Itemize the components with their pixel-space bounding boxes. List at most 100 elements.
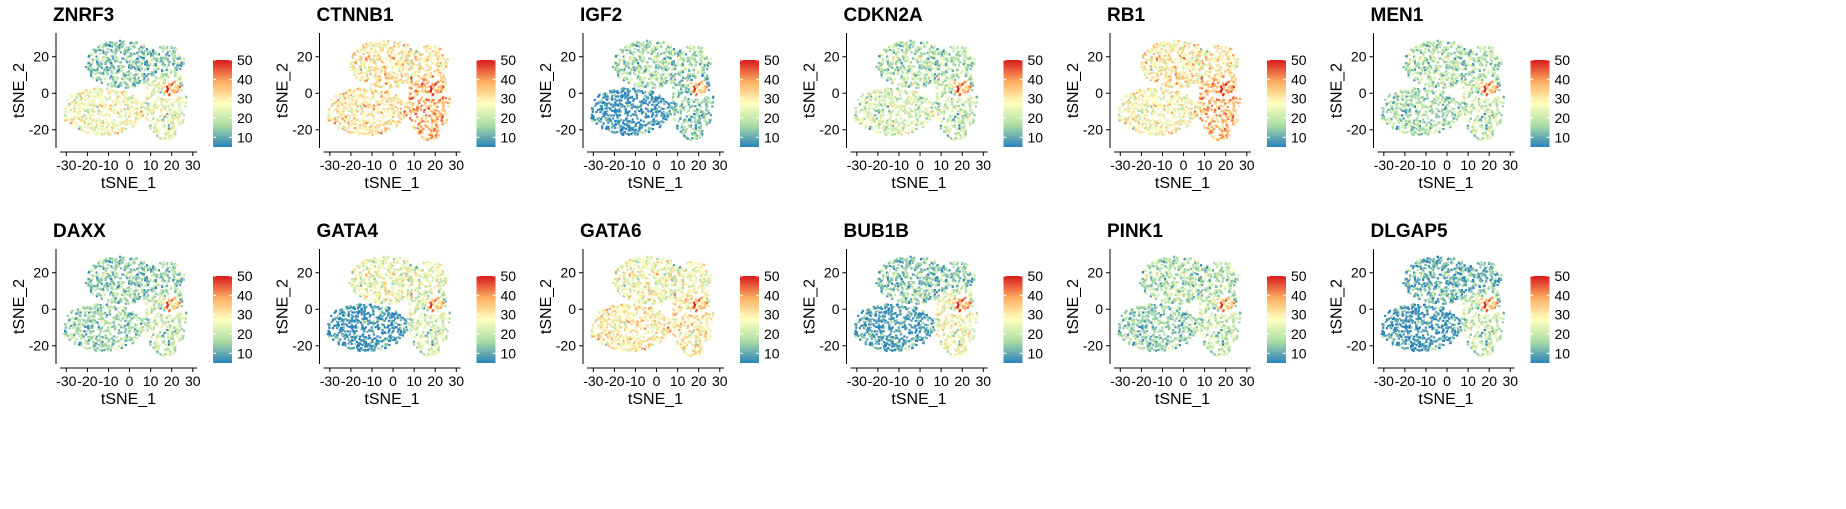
scatter-point bbox=[106, 44, 109, 47]
scatter-point bbox=[936, 110, 939, 113]
scatter-point bbox=[365, 56, 368, 59]
scatter-point bbox=[702, 87, 705, 90]
scatter-point bbox=[648, 40, 652, 43]
scatter-point bbox=[119, 61, 122, 64]
scatter-point bbox=[352, 65, 355, 69]
scatter-point bbox=[159, 137, 162, 140]
scatter-point bbox=[144, 67, 147, 71]
scatter-point bbox=[136, 65, 139, 68]
scatter-point bbox=[690, 85, 693, 88]
scatter-point bbox=[607, 114, 610, 117]
scatter-point bbox=[636, 121, 639, 124]
scatter-point bbox=[676, 108, 679, 111]
scatter-point bbox=[605, 125, 608, 128]
scatter-point bbox=[167, 135, 170, 138]
scatter-point bbox=[377, 78, 380, 82]
scatter-point bbox=[354, 98, 357, 101]
scatter-point bbox=[644, 107, 648, 110]
scatter-point bbox=[158, 87, 161, 90]
scatter-point bbox=[891, 129, 894, 132]
scatter-point bbox=[421, 53, 424, 56]
scatter-point bbox=[113, 126, 116, 129]
scatter-point bbox=[173, 86, 176, 89]
scatter-point bbox=[602, 112, 605, 116]
scatter-point bbox=[401, 63, 404, 66]
scatter-point bbox=[659, 83, 662, 86]
scatter-point bbox=[618, 58, 621, 61]
scatter-point bbox=[427, 115, 430, 118]
scatter-point bbox=[380, 95, 383, 98]
scatter-point bbox=[369, 125, 372, 128]
scatter-point bbox=[436, 89, 439, 92]
scatter-point bbox=[388, 97, 391, 100]
scatter-point bbox=[403, 106, 406, 109]
scatter-point bbox=[358, 48, 361, 52]
scatter-point bbox=[111, 78, 114, 81]
scatter-point bbox=[137, 74, 140, 78]
scatter-point bbox=[111, 76, 115, 79]
scatter-point bbox=[630, 107, 633, 110]
scatter-point bbox=[334, 116, 337, 119]
scatter-point bbox=[129, 52, 132, 55]
scatter-point bbox=[629, 114, 632, 117]
scatter-point bbox=[167, 105, 170, 108]
scatter-point bbox=[108, 97, 112, 100]
scatter-point bbox=[438, 47, 441, 50]
scatter-point bbox=[708, 111, 711, 115]
scatter-point bbox=[394, 80, 397, 83]
scatter-point bbox=[683, 119, 686, 122]
scatter-point bbox=[637, 106, 640, 109]
scatter-point bbox=[692, 57, 695, 60]
scatter-point bbox=[634, 84, 637, 87]
scatter-point bbox=[358, 89, 361, 93]
scatter-point bbox=[374, 45, 377, 48]
scatter-point bbox=[160, 74, 163, 77]
scatter-point bbox=[64, 110, 67, 113]
scatter-point bbox=[658, 105, 661, 108]
scatter-point bbox=[96, 58, 99, 61]
scatter-point bbox=[674, 73, 677, 76]
scatter-point bbox=[149, 50, 152, 53]
scatter-point bbox=[353, 120, 356, 123]
scatter-point bbox=[344, 127, 347, 130]
scatter-point bbox=[650, 77, 653, 80]
scatter-point bbox=[694, 98, 697, 101]
scatter-point bbox=[150, 71, 153, 74]
scatter-point bbox=[378, 103, 381, 106]
scatter-point bbox=[612, 89, 615, 92]
scatter-point bbox=[973, 101, 976, 105]
scatter-point bbox=[105, 120, 108, 124]
scatter-point bbox=[354, 53, 357, 56]
scatter-point bbox=[887, 58, 890, 61]
scatter-point bbox=[126, 77, 129, 80]
scatter-point bbox=[110, 54, 113, 57]
scatter-point bbox=[358, 69, 361, 72]
scatter-point bbox=[431, 120, 434, 123]
scatter-point bbox=[650, 82, 653, 85]
scatter-point bbox=[665, 60, 668, 63]
scatter-point bbox=[611, 126, 614, 129]
scatter-point bbox=[422, 60, 425, 63]
scatter-point bbox=[360, 49, 363, 52]
scatter-point bbox=[437, 50, 440, 53]
scatter-point bbox=[681, 67, 684, 70]
scatter-point bbox=[606, 92, 609, 96]
scatter-point bbox=[180, 61, 183, 64]
scatter-point bbox=[435, 90, 438, 93]
scatter-point bbox=[369, 87, 372, 90]
scatter-point bbox=[624, 107, 627, 110]
scatter-point bbox=[161, 73, 164, 76]
scatter-point bbox=[373, 106, 376, 109]
scatter-point bbox=[81, 101, 84, 105]
scatter-point bbox=[676, 111, 679, 114]
scatter-point bbox=[181, 65, 184, 68]
scatter-point bbox=[971, 111, 974, 115]
scatter-point bbox=[406, 43, 409, 46]
scatter-point bbox=[160, 83, 163, 86]
scatter-point bbox=[411, 83, 414, 87]
scatter-point bbox=[684, 82, 687, 85]
scatter-point bbox=[113, 68, 116, 71]
scatter-point bbox=[675, 96, 678, 99]
scatter-point bbox=[413, 95, 416, 98]
scatter-point bbox=[693, 109, 696, 113]
